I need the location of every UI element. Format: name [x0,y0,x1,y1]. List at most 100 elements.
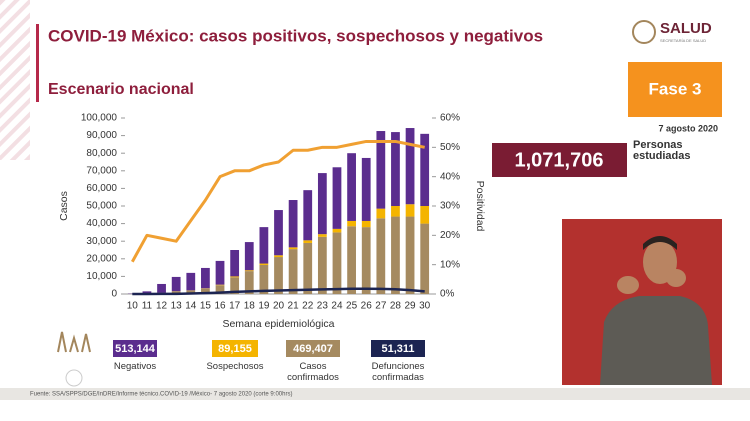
bar-segment [244,270,254,272]
logo-emblem [632,20,656,44]
y2-tick-label: 0% [440,289,455,300]
bar-segment [230,277,240,294]
bar-segment [361,157,371,221]
bar-segment [244,271,254,294]
y2-tick-label: 50% [440,142,460,153]
studied-value: 1,071,706 [515,149,604,171]
title: COVID-19 México: casos positivos, sospec… [48,26,543,45]
x-tick-label: 14 [185,301,197,312]
x-tick-label: 29 [405,301,417,312]
bar-segment [332,232,342,294]
y2-axis-label: Positividad [474,181,486,232]
y2-tick-label: 40% [440,171,460,182]
summary-box [113,340,157,357]
bar-segment [332,228,342,233]
bar-segment [230,250,240,277]
x-tick-label: 20 [273,301,285,312]
date: 7 agosto 2020 [658,123,718,133]
bar-segment [201,267,210,289]
bar-segment [317,236,327,294]
subtitle: Escenario nacional [48,81,194,98]
x-tick-label: 23 [317,301,329,312]
bar-segment [244,242,254,271]
decoration [0,0,30,160]
bar-segment [171,276,181,292]
x-tick-label: 13 [171,301,183,312]
legend-label: Sospechosos [206,361,264,372]
bar-segment [405,204,415,217]
y-tick-label: 100,000 [81,113,118,124]
studied-box [492,143,627,177]
line [132,287,425,296]
legend-label: Negativos [113,361,157,372]
bar-segment [215,285,225,294]
bar-segment [420,223,430,294]
accent-bar [36,24,39,102]
x-tick-label: 10 [127,301,139,312]
bar-segment [215,260,225,285]
y2-tick-label: 30% [440,201,460,212]
footer: Fuente: SSA/SPPS/DGE/InDRE/Informe técni… [30,392,292,398]
bar-segment [142,291,152,294]
summary-value: 51,311 [381,343,414,355]
x-tick-label: 12 [156,301,168,312]
bar-segment [274,257,283,294]
bar-segment [303,242,313,294]
bar-segment [288,247,298,250]
y2-tick-label: 20% [440,230,460,241]
bar-segment [274,210,283,256]
bar-segment [347,226,356,294]
x-tick-label: 22 [302,301,314,312]
bar-segment [186,272,196,291]
y-tick-label: 0 [111,289,117,300]
phase: Fase 3 [649,79,702,98]
bar-segment [259,263,269,265]
bar-segment [259,264,269,294]
bar-segment [391,216,400,294]
y-tick-label: 90,000 [86,130,117,141]
y-tick-label: 30,000 [86,236,117,247]
x-tick-label: 30 [419,301,431,312]
bar-segment [157,283,166,293]
y2-tick-label: 10% [440,259,460,270]
legend-label: Casos confirmados [287,361,339,383]
bar-segment [391,206,400,217]
y-tick-label: 80,000 [86,148,117,159]
logo: SALUD [660,20,712,37]
y-tick-label: 70,000 [86,165,117,176]
summary-box [286,340,340,357]
bar-segment [376,208,386,219]
bar-segment [317,234,327,237]
bar-segment [259,227,269,264]
bar-segment [391,132,400,206]
bar-segment [274,255,283,258]
bar-segment [361,220,371,228]
x-tick-label: 17 [229,301,241,312]
x-tick-label: 19 [258,301,270,312]
bar-segment [347,220,356,227]
x-tick-label: 28 [390,301,402,312]
bar-segment [361,227,371,294]
bar-segment [405,128,415,205]
y-tick-label: 50,000 [86,201,117,212]
y-tick-label: 40,000 [86,218,117,229]
x-tick-label: 26 [361,301,373,312]
bar-segment [288,249,298,294]
interpreter-hand [617,276,639,294]
x-tick-label: 25 [346,301,358,312]
bar-segment [376,218,386,294]
summary-value: 89,155 [218,343,252,355]
summary-value: 469,407 [293,343,333,355]
y-axis-label: Casos [58,191,70,221]
bar-segment [420,206,430,224]
y-tick-label: 60,000 [86,183,117,194]
bar-segment [332,167,342,229]
studied-label: Personas estudiadas [633,139,691,162]
bar-segment [303,240,313,243]
bar-segment [376,131,386,209]
bar-segment [230,276,240,278]
bar-segment [347,153,356,221]
bar-segment [215,284,225,286]
interpreter-body [600,296,712,385]
